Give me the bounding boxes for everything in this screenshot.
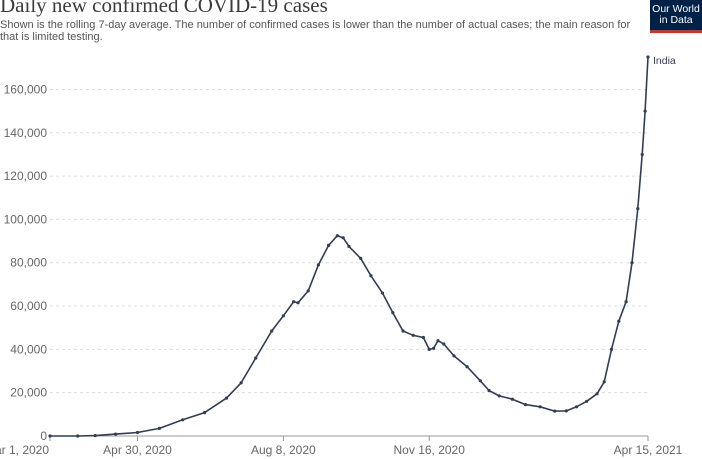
data-point — [48, 434, 52, 438]
data-point — [436, 339, 440, 343]
series-label-india: India — [653, 55, 676, 67]
owid-logo[interactable]: Our World in Data — [650, 0, 702, 33]
chart-title: Daily new confirmed COVID-19 cases — [0, 0, 328, 17]
data-point — [239, 381, 243, 385]
data-point — [630, 261, 634, 265]
data-point — [347, 244, 351, 249]
data-point — [380, 291, 385, 295]
data-point — [224, 396, 229, 400]
data-point — [643, 109, 647, 113]
y-tick-label: 40,000 — [10, 342, 47, 356]
data-point — [157, 426, 161, 430]
data-point — [327, 243, 331, 247]
data-point — [585, 399, 589, 403]
logo-line-2: in Data — [659, 14, 693, 26]
data-point — [478, 379, 482, 383]
y-tick-label: 80,000 — [10, 256, 47, 270]
data-point — [270, 329, 274, 333]
data-point — [254, 356, 258, 360]
data-point — [452, 354, 456, 358]
y-tick-label: 120,000 — [4, 169, 48, 183]
data-point — [640, 152, 644, 157]
logo-line-1: Our World — [652, 3, 700, 15]
y-tick-label: 160,000 — [4, 82, 48, 96]
data-point — [595, 392, 599, 396]
data-point — [316, 263, 320, 267]
series-line-india — [50, 56, 649, 437]
data-point — [432, 346, 436, 350]
data-point — [359, 256, 363, 260]
data-point — [391, 311, 395, 315]
data-point — [421, 335, 425, 340]
data-point — [564, 409, 568, 413]
data-point — [624, 300, 628, 304]
data-point — [369, 274, 373, 278]
data-point — [609, 347, 614, 351]
y-tick-label: 20,000 — [10, 386, 47, 400]
data-point — [553, 409, 557, 413]
data-point — [135, 430, 140, 435]
data-point — [306, 289, 310, 293]
data-point — [411, 333, 415, 337]
data-point — [465, 365, 469, 369]
data-point — [281, 314, 285, 318]
data-point — [523, 403, 528, 407]
data-point — [76, 434, 80, 438]
data-point — [602, 380, 606, 384]
data-point — [510, 397, 514, 401]
chart-subtitle: Shown is the rolling 7-day average. The … — [0, 19, 631, 43]
y-tick-label: 140,000 — [4, 126, 48, 140]
data-point — [292, 300, 296, 304]
x-tick-label: Apr 30, 2020 — [103, 443, 172, 457]
data-point — [497, 394, 501, 398]
data-point — [617, 319, 621, 323]
x-tick-label: Mar 1, 2020 — [0, 443, 49, 457]
data-point — [442, 342, 446, 346]
x-tick-label: Apr 15, 2021 — [614, 443, 683, 457]
y-tick-label: 100,000 — [4, 212, 48, 226]
data-point — [427, 347, 431, 351]
data-point — [181, 418, 185, 422]
data-point — [341, 236, 345, 240]
data-point — [296, 301, 300, 305]
data-point — [114, 432, 118, 436]
data-point — [636, 207, 640, 211]
x-tick-label: Nov 16, 2020 — [394, 443, 466, 457]
x-tick-label: Aug 8, 2020 — [251, 443, 316, 457]
data-point — [93, 434, 97, 438]
y-tick-label: 60,000 — [10, 299, 47, 313]
data-point — [335, 234, 339, 238]
data-point — [203, 411, 207, 415]
chart-header: Daily new confirmed COVID-19 cases Shown… — [0, 0, 630, 43]
y-tick-label: 0 — [40, 429, 47, 443]
data-point — [487, 388, 491, 393]
data-point — [538, 405, 542, 409]
data-point — [574, 405, 579, 409]
data-point — [646, 55, 650, 59]
data-point — [401, 329, 405, 333]
